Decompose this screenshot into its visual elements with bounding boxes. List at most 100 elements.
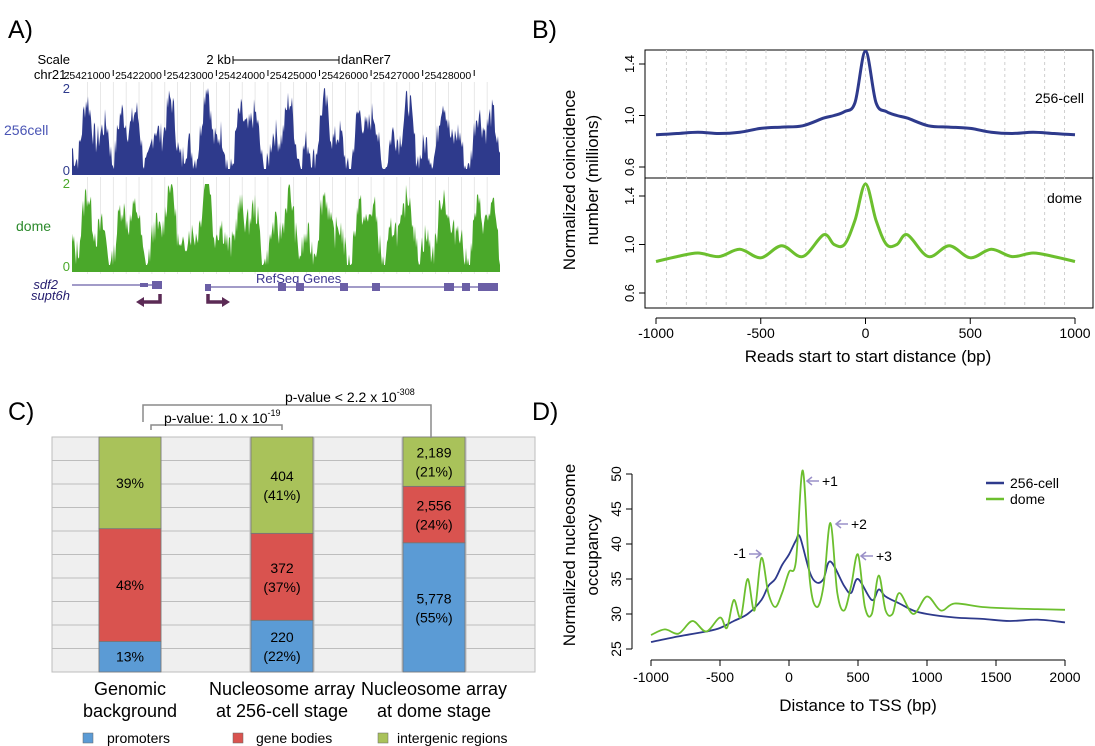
b-ylabel-line1: Normalized coincidence <box>560 90 579 270</box>
peak-plus3-label: +3 <box>876 548 892 564</box>
peak-plus2-arrow <box>834 519 848 529</box>
bar-gene-bodies-3 <box>402 485 466 544</box>
d-xtick-label: 1500 <box>980 669 1011 685</box>
refseq-label: RefSeq Genes <box>256 271 342 286</box>
gene-sdf2-label: sdf2 <box>33 277 58 292</box>
bar-gene-bodies-1 <box>98 528 162 642</box>
panel-d-yaxis: 25 30 35 40 45 50 <box>608 466 633 657</box>
bar-gene-bodies-2 <box>250 532 314 621</box>
supt6h-tss-arrow <box>206 294 226 304</box>
bar-value-label: 39% <box>116 475 144 491</box>
track-dome-area <box>72 184 500 272</box>
b-ytick-label: 1.4 <box>622 55 637 73</box>
category-label-line2: at dome stage <box>377 701 491 721</box>
b-xlabel: Reads start to start distance (bp) <box>745 347 992 366</box>
genome-tick-label: 25423000 <box>167 70 214 82</box>
d-ytick-label: 35 <box>608 571 624 587</box>
pvalue-bracket-inner <box>150 424 283 430</box>
panel-c-label: C) <box>8 398 34 426</box>
b-ytick-label: 1.4 <box>622 187 637 205</box>
b-bottom-series-label: dome <box>1047 190 1082 206</box>
peak-plus3-arrow <box>859 551 873 561</box>
bar-promoters-3 <box>402 542 466 673</box>
bar-value-label: (24%) <box>415 517 452 533</box>
d-xtick-label: 500 <box>846 669 870 685</box>
series-dome-line <box>655 182 1076 263</box>
legend-gene-bodies-swatch <box>232 732 244 744</box>
b-ytick-label: 0.6 <box>622 284 637 302</box>
legend-gene-bodies-label: gene bodies <box>256 730 332 746</box>
category-label-line2: at 256-cell stage <box>216 701 348 721</box>
track2-label: dome <box>16 218 51 234</box>
bar-value-label: (22%) <box>263 648 300 664</box>
genome-tick-label: 25427000 <box>373 70 420 82</box>
bar-value-label: 2,556 <box>416 498 451 514</box>
peak-minus1-label: -1 <box>734 545 747 561</box>
bar-promoters-1 <box>98 641 162 673</box>
peak-plus1-label: +1 <box>822 473 838 489</box>
d-ytick-label: 40 <box>608 536 624 552</box>
panel-a-label: A) <box>8 16 33 44</box>
bar-intergenic-2 <box>250 436 314 534</box>
bar-value-label: 404 <box>270 468 294 484</box>
bar-value-label: 48% <box>116 577 144 593</box>
panel-d-xaxis: -1000 -500 0 500 1000 1500 2000 <box>633 659 1081 685</box>
b-xtick-label: -500 <box>747 325 775 341</box>
gene-supt6h-label: supt6h <box>31 288 70 303</box>
genome-ticks: 25421000 25422000 25423000 25424000 25425000… <box>64 70 475 82</box>
bar-value-label: 5,778 <box>416 590 451 606</box>
b-ylabel-line2: number (millions) <box>583 115 602 245</box>
legend-dome-label: dome <box>1010 491 1045 507</box>
d-xtick-label: -1000 <box>633 669 669 685</box>
genome-tick-label: 25421000 <box>64 70 111 82</box>
bar-intergenic-3 <box>402 436 466 487</box>
legend-256-cell-label: 256-cell <box>1010 475 1059 491</box>
b-xtick-label: 500 <box>959 325 983 341</box>
pvalue-inner-text: p-value: 1.0 x 10-19 <box>164 408 281 426</box>
gene-supt6h-model <box>205 283 498 291</box>
pvalue-outer-text: p-value < 2.2 x 10-308 <box>285 387 415 405</box>
bar-value-label: 220 <box>270 629 294 645</box>
panel-d-legend: 256-cell dome <box>986 475 1059 507</box>
d-ytick-label: 30 <box>608 606 624 622</box>
genome-tick-label: 25424000 <box>218 70 265 82</box>
b-xtick-label: -1000 <box>638 325 674 341</box>
d-ytick-label: 50 <box>608 466 624 482</box>
panel-c: C) 13% 48% 39% 220 (22%) 372 (37%) 404 (41%) 5,77… <box>8 387 536 746</box>
panel-c-bars: 13% 48% 39% 220 (22%) 372 (37%) 404 (41%) 5,778 (5… <box>98 436 466 673</box>
genome-tick-label: 25426000 <box>321 70 368 82</box>
legend-intergenic-label: intergenic regions <box>397 730 508 746</box>
b-xtick-label: 0 <box>862 325 870 341</box>
bar-value-label: (41%) <box>263 487 300 503</box>
legend-promoters-swatch <box>82 732 94 744</box>
peak-annotations: -1 +1 +2 +3 <box>734 473 893 564</box>
b-ytick-label: 0.6 <box>622 158 637 176</box>
d-xtick-label: -500 <box>706 669 734 685</box>
bar-value-label: (21%) <box>415 464 452 480</box>
category-label-line1: Nucleosome array <box>209 679 355 699</box>
d-xlabel: Distance to TSS (bp) <box>779 696 936 715</box>
b-ytick-label: 1.0 <box>622 235 637 253</box>
track1-ymin: 0 <box>63 163 70 178</box>
gene-sdf2-model <box>72 281 162 289</box>
bar-intergenic-1 <box>98 436 162 530</box>
track2-ymin: 0 <box>63 259 70 274</box>
d-ylabel-line2: occupancy <box>583 514 602 596</box>
b-top-series-label: 256-cell <box>1035 90 1084 106</box>
d-xtick-label: 1000 <box>911 669 942 685</box>
bar-value-label: (37%) <box>263 579 300 595</box>
supt6h-tss-arrowhead <box>222 297 230 307</box>
panel-a: A) Scale chr21: 2 kb danRer7 25421000 254… <box>4 16 500 307</box>
bar-value-label: 2,189 <box>416 445 451 461</box>
bar-value-label: (55%) <box>415 609 452 625</box>
b-ytick-label: 1.0 <box>622 106 637 124</box>
d-xtick-label: 2000 <box>1049 669 1080 685</box>
panel-b: B) 0.60.61.01.01.41.4 -1000 -500 0 500 1000 … <box>532 16 1094 366</box>
panel-b-frame <box>644 49 1094 309</box>
legend-intergenic-swatch <box>377 732 389 744</box>
d-ytick-label: 25 <box>608 641 624 657</box>
pvalue-bracket-outer <box>142 404 432 438</box>
genome-tick-label: 25428000 <box>424 70 471 82</box>
